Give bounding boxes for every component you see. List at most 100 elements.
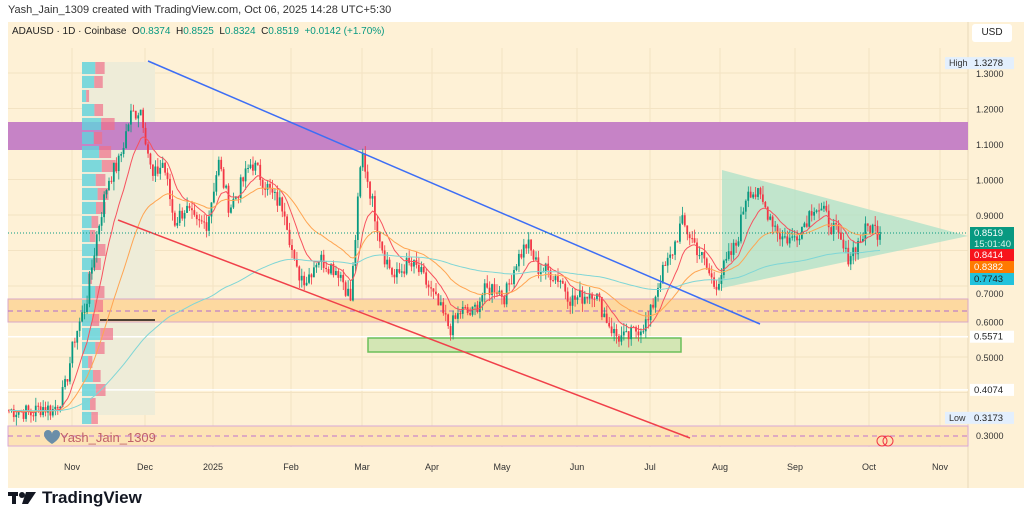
- candle-body: [583, 296, 586, 304]
- candle-body: [417, 264, 420, 273]
- candle-body: [849, 256, 852, 265]
- candle-body: [191, 208, 193, 211]
- x-tick-label: Mar: [354, 462, 370, 472]
- price-label-value: 0.7743: [974, 274, 1003, 285]
- candle-body: [757, 188, 759, 197]
- candle-body: [781, 236, 784, 240]
- candle-body: [569, 301, 571, 306]
- candle-body: [93, 255, 96, 268]
- candle-body: [288, 229, 291, 246]
- brand-name: TradingView: [42, 488, 142, 507]
- candle-body: [71, 341, 74, 364]
- volume-profile-bar: [95, 286, 105, 298]
- candle-body: [342, 274, 345, 283]
- candle-body: [137, 115, 140, 119]
- candle-body: [439, 302, 442, 306]
- candle-body: [862, 238, 864, 242]
- candle-body: [476, 304, 479, 312]
- candle-body: [86, 303, 88, 313]
- candle-body: [520, 253, 523, 258]
- moving-average-line: [8, 187, 881, 413]
- candle-body: [186, 205, 188, 213]
- candle-body: [195, 214, 198, 220]
- price-label-box: [970, 57, 1014, 70]
- candle-body: [400, 271, 403, 273]
- candle-body: [310, 274, 313, 278]
- candle-body: [852, 247, 855, 257]
- candle-body: [8, 410, 10, 412]
- candle-body: [405, 257, 408, 274]
- candle-body: [435, 291, 437, 295]
- demand-box: [367, 337, 682, 353]
- resistance-zone: [8, 122, 968, 150]
- x-tick-label: Feb: [283, 462, 299, 472]
- candle-body: [705, 258, 708, 268]
- candle-body: [444, 313, 447, 315]
- candle-body: [110, 180, 113, 182]
- candle-body: [808, 211, 811, 227]
- candle-body: [54, 406, 57, 410]
- candle-body: [749, 191, 752, 198]
- candle-body: [725, 258, 728, 261]
- candle-body: [674, 241, 676, 255]
- candle-body: [415, 260, 418, 265]
- candle-body: [410, 262, 413, 267]
- candle-body: [271, 188, 274, 193]
- candle-body: [513, 269, 515, 285]
- candle-body: [605, 313, 608, 323]
- y-tick-label: 0.5000: [976, 353, 1004, 363]
- candle-body: [610, 326, 613, 334]
- volume-profile-bar: [94, 300, 104, 312]
- candle-body: [688, 234, 691, 239]
- candle-body: [779, 233, 781, 240]
- candle-body: [459, 313, 462, 315]
- candle-body: [774, 225, 776, 227]
- candle-body: [464, 306, 467, 308]
- tradingview-logo[interactable]: TradingView: [8, 488, 142, 508]
- candle-body: [327, 269, 330, 274]
- candle-body: [642, 331, 645, 333]
- candle-body: [866, 223, 869, 226]
- volume-profile-bar: [94, 76, 103, 88]
- symbol-label: ADAUSD · 1D · Coinbase: [12, 26, 127, 37]
- candle-body: [269, 183, 271, 189]
- candle-body: [718, 283, 720, 290]
- volume-profile-bar: [82, 328, 101, 340]
- candle-body: [254, 162, 257, 171]
- candle-body: [161, 162, 164, 168]
- candle-body: [349, 288, 352, 301]
- candle-body: [430, 287, 432, 289]
- candle-body: [347, 288, 349, 296]
- price-label-name: Low: [949, 413, 966, 423]
- volume-profile-bar: [93, 132, 103, 144]
- candle-body: [178, 210, 181, 223]
- candle-body: [771, 216, 774, 227]
- candle-body: [554, 276, 557, 281]
- candle-body: [752, 194, 754, 198]
- candle-body: [339, 274, 342, 278]
- candle-body: [471, 306, 474, 315]
- candle-body: [700, 252, 703, 256]
- volume-profile-bar: [82, 146, 100, 158]
- candle-body: [683, 215, 686, 226]
- candle-body: [122, 147, 125, 154]
- candle-body: [825, 205, 828, 211]
- candle-body: [544, 263, 547, 272]
- candle-body: [90, 267, 93, 274]
- chart-credit: Yash_Jain_1309 created with TradingView.…: [8, 4, 392, 16]
- volume-profile-bar: [92, 314, 100, 326]
- volume-profile-bar: [89, 230, 96, 242]
- volume-profile-bar: [91, 412, 98, 424]
- candle-body: [334, 271, 337, 276]
- candle-body: [51, 409, 54, 416]
- candle-body: [413, 260, 415, 267]
- candle-body: [388, 259, 391, 269]
- candle-body: [630, 326, 632, 340]
- candle-body: [403, 271, 406, 274]
- candle-body: [66, 379, 69, 382]
- currency-button[interactable]: USD: [972, 24, 1012, 42]
- candle-body: [552, 280, 554, 282]
- volume-profile-bar: [101, 118, 115, 130]
- candle-body: [530, 239, 532, 251]
